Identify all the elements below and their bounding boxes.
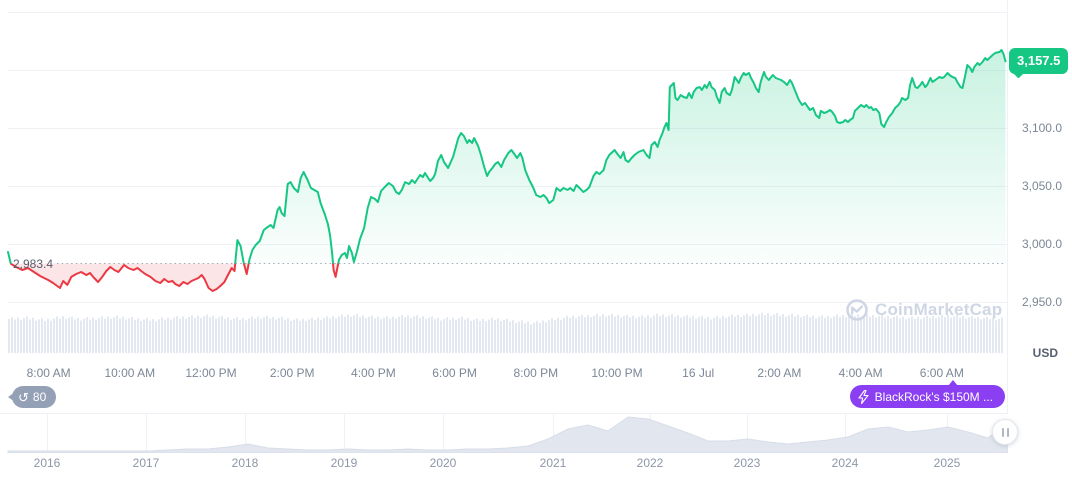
navigator-year-tick: 2018 <box>231 456 259 470</box>
history-events-badge[interactable]: ↺ 80 <box>8 386 57 408</box>
current-price-badge: 3,157.5 <box>1009 48 1069 79</box>
x-axis-tick: 10:00 AM <box>104 366 156 380</box>
current-price-value: 3,157.5 <box>1017 53 1061 68</box>
history-clock-icon: ↺ <box>18 389 29 405</box>
y-axis-tick: 3,050.0 <box>1021 179 1062 193</box>
news-event-badge[interactable]: BlackRock's $150M ... <box>849 380 1005 408</box>
lightning-bolt-icon <box>858 389 869 404</box>
navigator-year-tick: 2019 <box>330 456 358 470</box>
history-events-count: 80 <box>32 390 47 404</box>
x-axis-tick: 8:00 AM <box>26 366 71 380</box>
navigator-year-tick: 2022 <box>636 456 664 470</box>
x-axis-tick: 4:00 AM <box>838 366 883 380</box>
y-axis-tick: 3,100.0 <box>1021 121 1062 135</box>
x-axis-tick: 2:00 PM <box>269 366 315 380</box>
navigator-year-tick: 2023 <box>733 456 761 470</box>
navigator-year-tick: 2016 <box>33 456 61 470</box>
x-axis-tick: 2:00 AM <box>757 366 802 380</box>
navigator-range-handle[interactable] <box>992 419 1018 445</box>
history-area <box>7 416 1009 454</box>
x-axis-tick: 8:00 PM <box>513 366 559 380</box>
news-event-title: BlackRock's $150M ... <box>874 389 993 404</box>
coinmarketcap-watermark: CoinMarketCap <box>846 299 1002 321</box>
price-area-red <box>8 263 1006 291</box>
navigator-year-tick: 2020 <box>429 456 457 470</box>
currency-unit-label: USD <box>1032 346 1058 360</box>
history-navigator[interactable] <box>0 413 1009 454</box>
x-axis-tick: 4:00 PM <box>351 366 396 380</box>
x-axis-tick: 10:00 PM <box>591 366 643 380</box>
history-badge-tail <box>8 392 15 402</box>
news-badge-pointer <box>947 380 958 386</box>
x-axis-tick: 12:00 PM <box>185 366 237 380</box>
price-area-green <box>8 50 1006 264</box>
history-navigator-chart[interactable] <box>0 414 1009 454</box>
handle-grip-bar <box>1006 427 1009 437</box>
x-axis-tick: 6:00 AM <box>919 366 964 380</box>
y-axis-tick: 2,950.0 <box>1021 295 1062 309</box>
handle-grip-bar <box>1001 427 1004 437</box>
x-axis-tick: 6:00 PM <box>432 366 477 380</box>
x-axis-tick: 16 Jul <box>682 366 715 380</box>
navigator-year-tick: 2017 <box>132 456 160 470</box>
watermark-text: CoinMarketCap <box>875 300 1003 319</box>
price-line-green <box>7 49 1007 264</box>
coinmarketcap-logo-icon <box>846 299 868 321</box>
price-badge-tail <box>1013 68 1024 79</box>
volume-bars <box>8 312 1003 353</box>
navigator-year-tick: 2025 <box>933 456 961 470</box>
chart-plot-area[interactable] <box>0 0 1008 413</box>
y-axis-tick: 3,000.0 <box>1021 237 1062 251</box>
previous-close-label: 2,983.4 <box>13 257 54 271</box>
navigator-year-tick: 2024 <box>831 456 859 470</box>
price-chart-svg[interactable] <box>0 0 1008 362</box>
navigator-year-tick: 2021 <box>539 456 567 470</box>
